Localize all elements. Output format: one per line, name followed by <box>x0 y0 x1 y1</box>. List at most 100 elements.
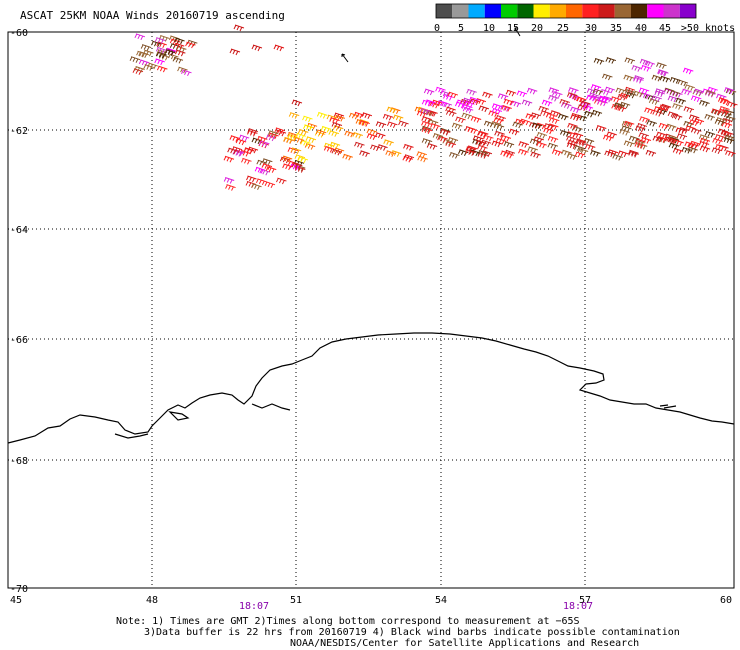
plot-frame <box>7 31 735 589</box>
wind-barb <box>514 27 521 37</box>
wind-barb <box>303 124 314 131</box>
wind-barb <box>320 125 332 133</box>
wind-barb <box>235 138 247 146</box>
wind-barb <box>693 88 705 96</box>
wind-barb <box>714 144 726 151</box>
wind-barb <box>684 141 695 149</box>
wind-barb <box>366 128 378 136</box>
wind-barb <box>377 144 388 151</box>
wind-barb <box>469 98 481 106</box>
legend-label: 20 <box>531 23 543 34</box>
wind-barb <box>483 120 495 128</box>
wind-barb <box>633 75 644 82</box>
wind-barb <box>519 118 531 126</box>
wind-barb <box>295 132 306 140</box>
wind-barb <box>724 134 735 142</box>
wind-barb <box>421 138 433 145</box>
wind-barb <box>238 134 250 142</box>
wind-barb <box>568 87 579 94</box>
wind-barb <box>134 33 146 41</box>
wind-barb <box>331 148 343 156</box>
wind-barb <box>403 143 414 151</box>
wind-barb <box>623 120 635 128</box>
time-label: 18:07 <box>563 601 593 612</box>
lon-label: 51 <box>290 595 302 606</box>
note-line-1: Note: 1) Times are GMT 2)Times along bot… <box>116 616 580 627</box>
wind-barb <box>551 149 563 156</box>
wind-barb <box>256 135 268 143</box>
wind-barb <box>598 95 609 103</box>
wind-barb <box>536 131 548 139</box>
wind-barb <box>503 141 515 148</box>
wind-barb <box>283 136 294 144</box>
wind-barb <box>155 51 167 59</box>
wind-barb <box>567 122 578 130</box>
wind-barb <box>359 150 370 157</box>
wind-barb <box>174 49 186 57</box>
legend-label: 0 <box>434 23 440 34</box>
wind-barb <box>435 86 446 94</box>
wind-barb <box>288 112 300 119</box>
lon-label: 60 <box>720 595 732 606</box>
wind-barb <box>634 142 646 149</box>
wind-barb <box>719 108 730 116</box>
wind-barb <box>445 141 456 148</box>
wind-barb <box>566 153 578 160</box>
wind-barb <box>669 90 681 97</box>
lat-lon-grid <box>8 32 734 588</box>
wind-barb <box>344 130 355 138</box>
wind-barb <box>656 131 667 139</box>
wind-barb <box>549 110 561 117</box>
wind-barb <box>672 103 683 110</box>
wind-barb <box>548 117 560 124</box>
wind-barb <box>329 117 340 124</box>
wind-barb <box>455 116 466 124</box>
wind-barb <box>421 120 432 128</box>
wind-barb <box>570 106 581 114</box>
wind-barb <box>265 166 277 173</box>
wind-barb <box>570 112 582 120</box>
wind-barb <box>566 92 578 99</box>
wind-barb <box>276 177 287 185</box>
wind-barb <box>514 118 526 126</box>
wind-barb <box>392 114 404 122</box>
legend-swatch <box>582 4 599 18</box>
wind-barb <box>518 148 529 156</box>
wind-barb <box>432 133 444 140</box>
wind-barb <box>287 133 298 141</box>
wind-barb <box>140 44 152 51</box>
wind-barb <box>547 142 559 150</box>
wind-barb <box>723 87 735 94</box>
wind-barb <box>477 152 489 159</box>
wind-barb <box>698 134 710 141</box>
wind-barb <box>366 133 378 141</box>
wind-barb <box>577 148 589 155</box>
wind-barb <box>251 183 262 190</box>
wind-barb <box>612 153 623 161</box>
wind-barb <box>533 136 544 144</box>
wind-barb <box>490 121 502 128</box>
wind-barb <box>623 74 634 82</box>
wind-barb <box>508 128 520 136</box>
lon-label: 48 <box>146 595 158 606</box>
wind-barb <box>693 118 705 125</box>
wind-barb <box>243 147 255 155</box>
wind-barb <box>500 134 512 142</box>
legend-label: 35 <box>610 23 622 34</box>
wind-barb <box>707 86 718 94</box>
wind-barb <box>439 90 451 98</box>
wind-barb <box>177 66 188 74</box>
wind-barb <box>172 56 184 64</box>
wind-barb <box>426 143 438 150</box>
wind-barb <box>383 139 394 146</box>
wind-barb <box>576 139 587 147</box>
wind-barb <box>572 132 584 139</box>
wind-barb <box>370 144 381 152</box>
wind-barb <box>151 40 162 48</box>
wind-barb <box>334 114 346 122</box>
wind-barb <box>584 110 595 118</box>
wind-barb <box>302 115 313 123</box>
wind-barb <box>136 50 147 58</box>
wind-barb <box>267 130 279 137</box>
wind-barb <box>591 109 603 117</box>
